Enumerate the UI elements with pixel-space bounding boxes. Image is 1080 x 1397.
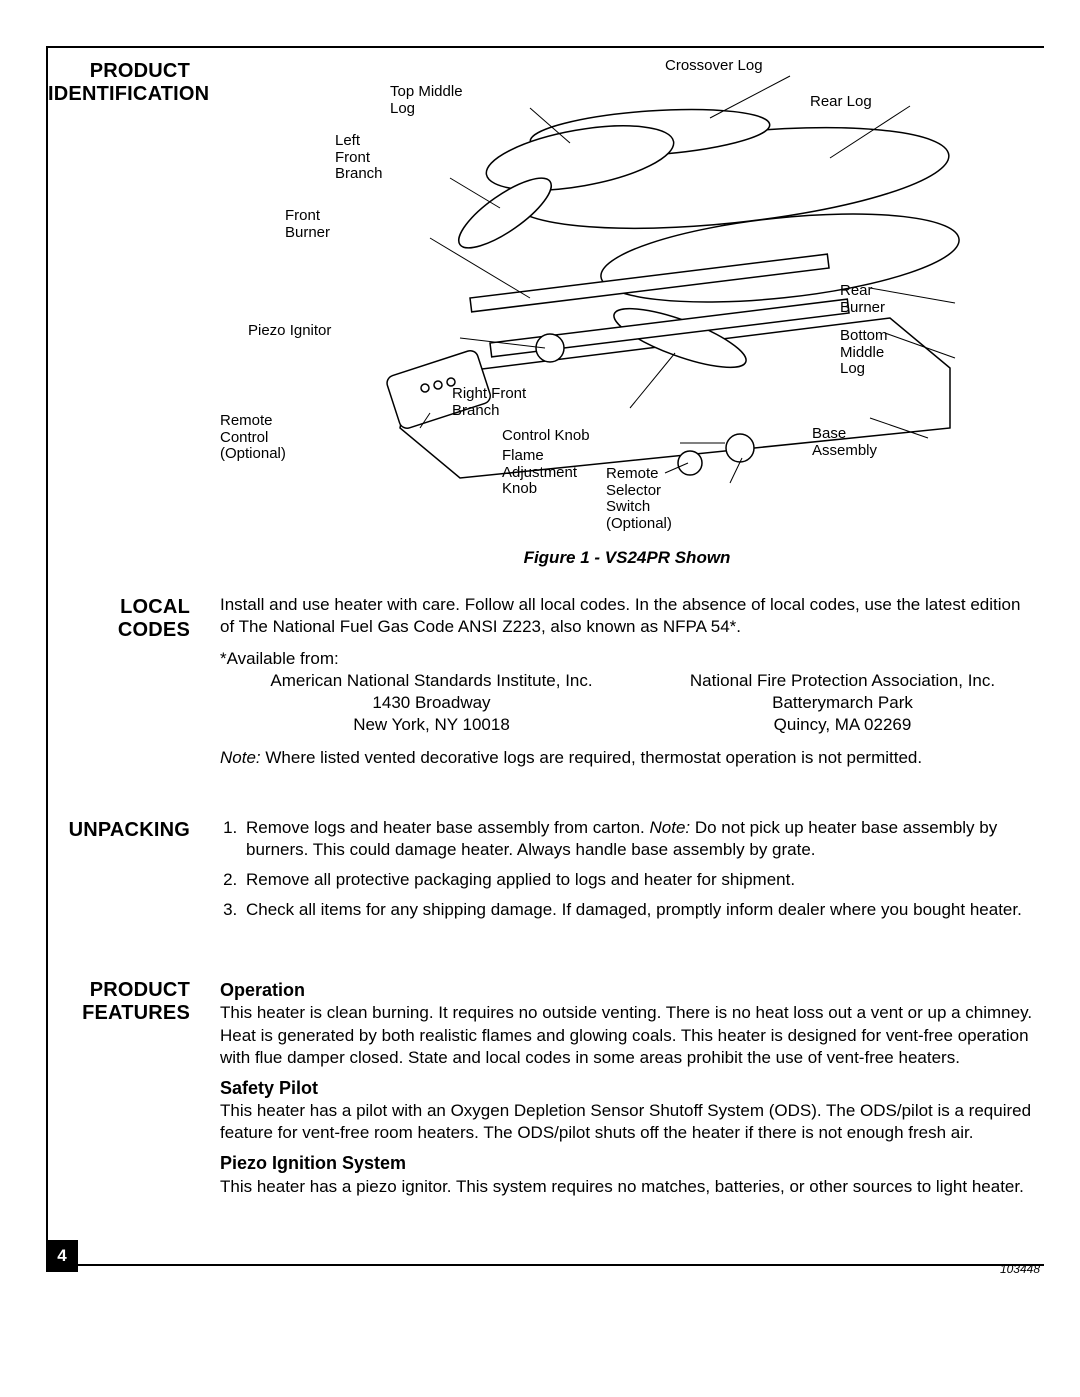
callout-text: Middle <box>840 345 888 362</box>
org-name: National Fire Protection Association, In… <box>651 670 1034 692</box>
features-content: Operation This heater is clean burning. … <box>196 967 1044 1198</box>
callout-text: Front <box>285 208 330 225</box>
callout-crossover-log: Crossover Log <box>665 58 763 75</box>
callout-text: Top Middle <box>390 84 463 101</box>
org-1: American National Standards Institute, I… <box>240 670 623 736</box>
label-text: LOCAL CODES <box>48 596 190 642</box>
callout-left-front-branch: Left Front Branch <box>335 133 383 183</box>
piezo-body: This heater has a piezo ignitor. This sy… <box>220 1176 1034 1198</box>
safety-pilot-body: This heater has a pilot with an Oxygen D… <box>220 1100 1034 1144</box>
section-product-identification: PRODUCT IDENTIFICATION <box>48 48 1044 578</box>
section-unpacking: UNPACKING Remove logs and heater base as… <box>48 807 1044 929</box>
callout-text: Adjustment <box>502 465 577 482</box>
org-2: National Fire Protection Association, In… <box>651 670 1034 736</box>
callout-text: Branch <box>452 403 526 420</box>
org-city: New York, NY 10018 <box>240 714 623 736</box>
callout-flame-adjustment: Flame Adjustment Knob <box>502 448 577 498</box>
subhead-piezo: Piezo Ignition System <box>220 1152 1034 1175</box>
callout-control-knob: Control Knob <box>502 428 590 445</box>
list-item: Remove all protective packaging applied … <box>242 869 1034 891</box>
note-body: Where listed vented decorative logs are … <box>265 748 922 767</box>
org-city: Quincy, MA 02269 <box>651 714 1034 736</box>
callout-text: Log <box>390 101 463 118</box>
callout-rear-burner: Rear Burner <box>840 283 885 316</box>
figure-container: Crossover Log Top Middle Log Rear Log Le… <box>220 58 1034 543</box>
callout-text: Left <box>335 133 383 150</box>
callout-front-burner: Front Burner <box>285 208 330 241</box>
org-addr: Batterymarch Park <box>651 692 1034 714</box>
callout-text: Control <box>220 430 286 447</box>
callout-text: Burner <box>285 225 330 242</box>
callout-remote-selector: Remote Selector Switch (Optional) <box>606 466 672 532</box>
available-from-label: *Available from: <box>220 648 1034 670</box>
callout-text: Remote <box>220 413 286 430</box>
local-codes-content: Install and use heater with care. Follow… <box>196 584 1044 769</box>
callout-text: Front <box>335 150 383 167</box>
section-label-product-id: PRODUCT IDENTIFICATION <box>48 48 196 106</box>
callout-text: Branch <box>335 166 383 183</box>
note-prefix: Note: <box>649 818 694 837</box>
callout-text: Rear <box>840 283 885 300</box>
label-text: PRODUCT <box>48 60 190 83</box>
section-label-unpacking: UNPACKING <box>48 807 196 842</box>
operation-body: This heater is clean burning. It require… <box>220 1002 1034 1068</box>
callout-text: Remote <box>606 466 672 483</box>
org-addresses: American National Standards Institute, I… <box>240 670 1034 736</box>
page-frame: PRODUCT IDENTIFICATION <box>46 46 1044 1266</box>
label-text: IDENTIFICATION <box>48 83 190 106</box>
callout-text: Switch <box>606 499 672 516</box>
item-text: Remove logs and heater base assembly fro… <box>246 818 649 837</box>
callout-text: Log <box>840 361 888 378</box>
subhead-operation: Operation <box>220 979 1034 1002</box>
org-addr: 1430 Broadway <box>240 692 623 714</box>
list-item: Check all items for any shipping damage.… <box>242 899 1034 921</box>
unpacking-content: Remove logs and heater base assembly fro… <box>196 807 1044 929</box>
callout-remote-control: Remote Control (Optional) <box>220 413 286 463</box>
callout-text: (Optional) <box>220 446 286 463</box>
callout-bottom-middle-log: Bottom Middle Log <box>840 328 888 378</box>
callout-text: (Optional) <box>606 516 672 533</box>
callout-text: Bottom <box>840 328 888 345</box>
note-prefix: Note: <box>220 748 265 767</box>
section-label-product-features: PRODUCT FEATURES <box>48 967 196 1025</box>
figure-area: Crossover Log Top Middle Log Rear Log Le… <box>196 48 1044 569</box>
local-codes-para: Install and use heater with care. Follow… <box>220 594 1034 638</box>
callout-text: Flame <box>502 448 577 465</box>
page-number: 4 <box>46 1240 78 1272</box>
callout-piezo-ignitor: Piezo Ignitor <box>248 323 331 340</box>
section-product-features: PRODUCT FEATURES Operation This heater i… <box>48 967 1044 1198</box>
section-local-codes: LOCAL CODES Install and use heater with … <box>48 584 1044 769</box>
callout-text: Base <box>812 426 877 443</box>
callout-text: Selector <box>606 483 672 500</box>
local-codes-note: Note: Where listed vented decorative log… <box>220 747 1034 769</box>
figure-caption: Figure 1 - VS24PR Shown <box>220 547 1034 569</box>
unpacking-list: Remove logs and heater base assembly fro… <box>220 817 1034 921</box>
callout-text: Burner <box>840 300 885 317</box>
list-item: Remove logs and heater base assembly fro… <box>242 817 1034 861</box>
org-name: American National Standards Institute, I… <box>240 670 623 692</box>
label-text: UNPACKING <box>48 819 190 842</box>
callout-rear-log: Rear Log <box>810 94 872 111</box>
callout-text: Assembly <box>812 443 877 460</box>
label-text: FEATURES <box>48 1002 190 1025</box>
callout-right-front-branch: Right Front Branch <box>452 386 526 419</box>
callout-base-assembly: Base Assembly <box>812 426 877 459</box>
label-text: PRODUCT <box>48 979 190 1002</box>
callout-text: Right Front <box>452 386 526 403</box>
callout-top-middle-log: Top Middle Log <box>390 84 463 117</box>
doc-id: 103448 <box>1000 1262 1040 1278</box>
section-label-local-codes: LOCAL CODES <box>48 584 196 642</box>
callout-text: Knob <box>502 481 577 498</box>
subhead-safety-pilot: Safety Pilot <box>220 1077 1034 1100</box>
